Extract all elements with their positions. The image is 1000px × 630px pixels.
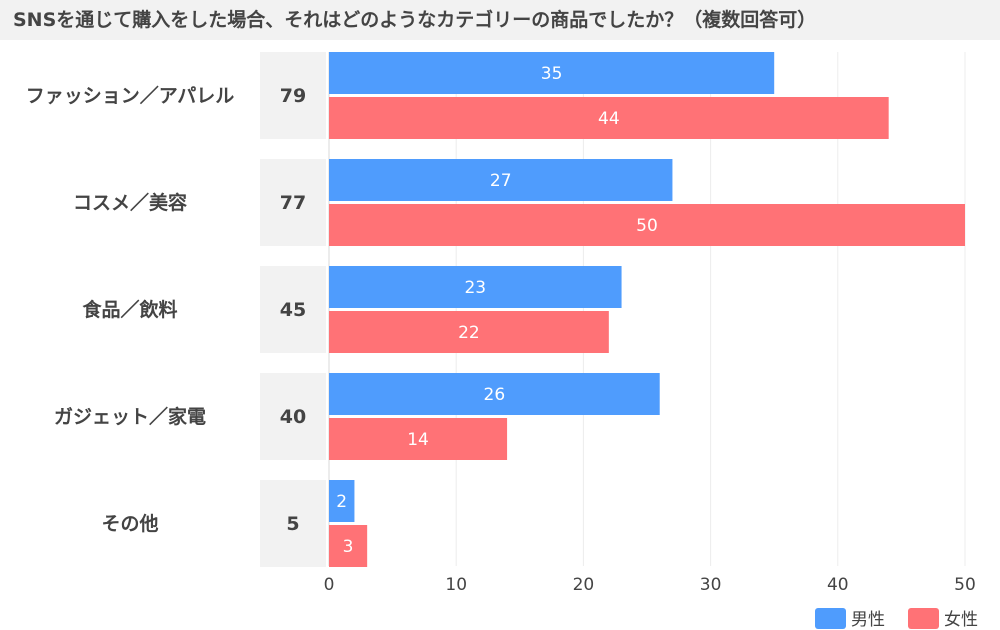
total-box [260, 373, 326, 460]
bar-female [329, 525, 368, 567]
data-label: 14 [407, 430, 429, 450]
x-tick-label: 0 [324, 575, 335, 595]
total-box [260, 266, 326, 353]
total-label: 45 [280, 299, 306, 321]
bar-male [329, 52, 775, 94]
data-label: 44 [598, 109, 620, 129]
total-box [260, 159, 326, 246]
bar-female [329, 97, 889, 139]
data-label: 22 [458, 323, 480, 343]
x-tick-label: 50 [954, 575, 976, 595]
legend-label: 女性 [944, 610, 978, 630]
total-label: 77 [280, 192, 306, 214]
total-box [260, 52, 326, 139]
bar-male [329, 159, 673, 201]
legend-swatch [815, 608, 846, 629]
legend-swatch [908, 608, 939, 629]
category-label: その他 [101, 512, 158, 535]
chart-title: SNSを通じて購入をした場合、それはどのようなカテゴリーの商品でしたか？（複数回… [0, 0, 1000, 40]
bar-female [329, 418, 508, 460]
bar-male [329, 480, 355, 522]
x-tick-label: 40 [827, 575, 849, 595]
bar-female [329, 311, 609, 353]
data-label: 3 [343, 537, 354, 557]
category-label: 食品／飲料 [82, 298, 177, 321]
data-label: 23 [464, 278, 486, 298]
bar-female [329, 204, 965, 246]
category-label: コスメ／美容 [73, 191, 187, 214]
bar-male [329, 373, 660, 415]
x-tick-label: 10 [445, 575, 467, 595]
data-label: 27 [490, 171, 512, 191]
legend-label: 男性 [851, 610, 885, 630]
total-label: 79 [280, 85, 306, 107]
category-label: ファッション／アパレル [26, 84, 235, 107]
x-tick-label: 30 [700, 575, 722, 595]
data-label: 35 [541, 64, 563, 84]
data-label: 50 [636, 216, 658, 236]
total-label: 5 [286, 513, 299, 535]
bar-male [329, 266, 622, 308]
data-label: 2 [336, 492, 347, 512]
category-label: ガジェット／家電 [54, 405, 206, 428]
x-tick-label: 20 [573, 575, 595, 595]
total-box [260, 480, 326, 567]
data-label: 26 [484, 385, 506, 405]
total-label: 40 [280, 406, 306, 428]
